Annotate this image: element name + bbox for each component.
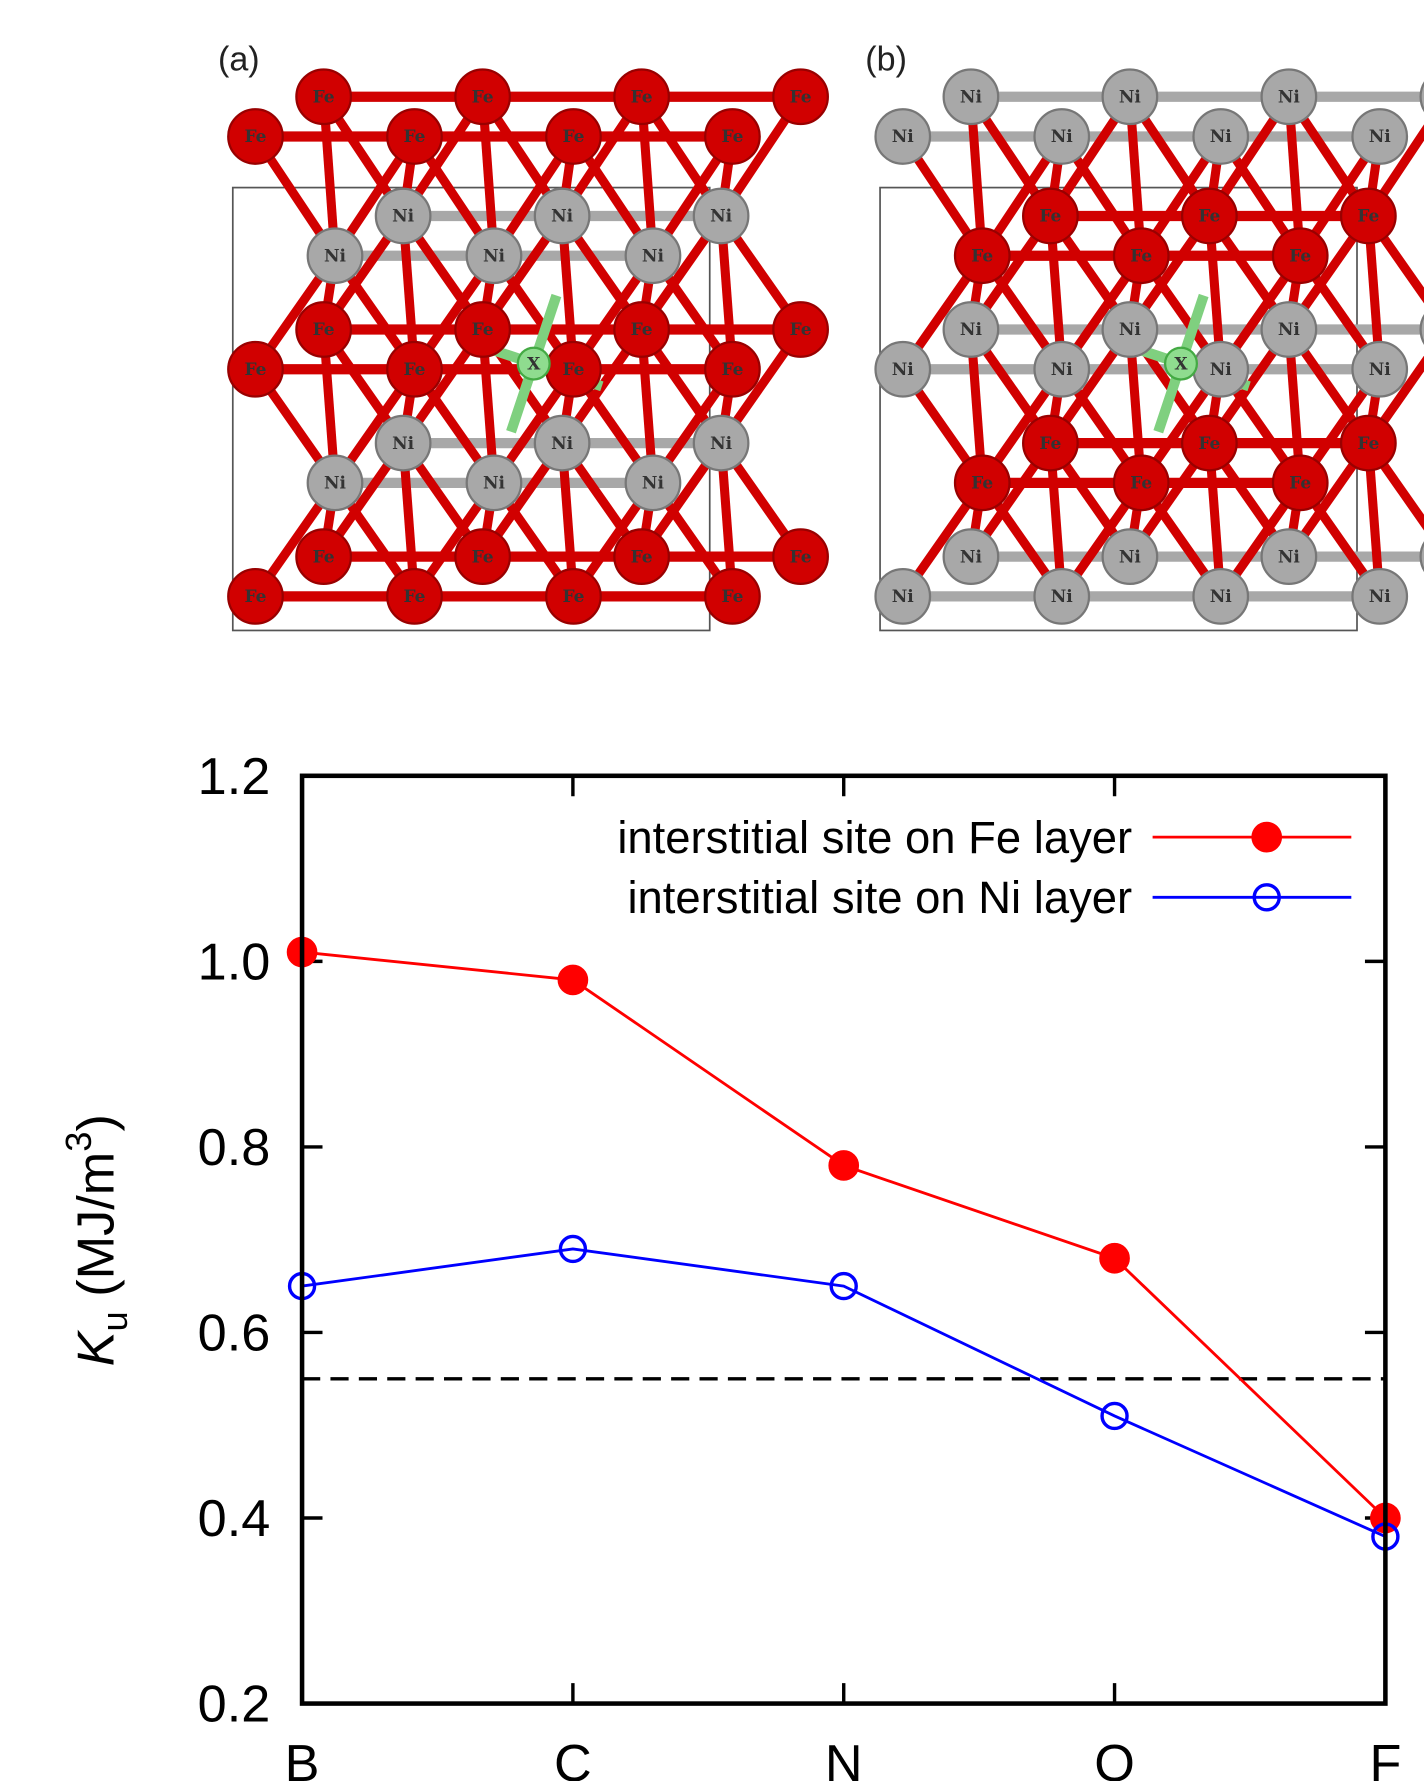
atom-label: Fe xyxy=(313,87,335,107)
atom-label: Fe xyxy=(562,360,584,380)
atom-label: Ni xyxy=(551,434,574,454)
data-point xyxy=(559,966,586,993)
atom-label: Ni xyxy=(1119,320,1142,340)
atom-label: Fe xyxy=(245,127,267,147)
atom-label: Ni xyxy=(892,587,915,607)
panel-label: (a) xyxy=(218,41,260,79)
x-tick-label: N xyxy=(825,1735,863,1781)
atom-label: Fe xyxy=(971,246,993,266)
atom-label: Fe xyxy=(1198,207,1220,227)
atom-label: Ni xyxy=(1051,587,1074,607)
legend-marker xyxy=(1253,824,1280,851)
atom-label: Ni xyxy=(551,207,574,227)
atom-label: Fe xyxy=(1289,246,1311,266)
x-tick-label: B xyxy=(285,1735,320,1781)
atom-label: Ni xyxy=(483,474,506,494)
data-point xyxy=(830,1152,857,1179)
atom-label: X xyxy=(527,354,541,374)
x-tick-label: C xyxy=(554,1735,592,1781)
atom-label: Ni xyxy=(483,246,506,266)
atom-label: Fe xyxy=(562,127,584,147)
y-axis-label-part: K xyxy=(68,1329,126,1366)
atom-label: Fe xyxy=(790,547,812,567)
atom-label: Fe xyxy=(790,87,812,107)
x-tick-label: O xyxy=(1094,1735,1135,1781)
y-axis-label-part: (MJ/m xyxy=(68,1152,126,1312)
panel-label: (b) xyxy=(865,41,907,79)
atom-label: Ni xyxy=(324,246,347,266)
atom-label: Ni xyxy=(1278,547,1301,567)
atom-label: Ni xyxy=(960,320,983,340)
atom-label: Ni xyxy=(1210,360,1233,380)
atom-label: Fe xyxy=(1198,434,1220,454)
legend-label: interstitial site on Ni layer xyxy=(627,872,1132,923)
atom-label: Fe xyxy=(1357,207,1379,227)
atom-label: Fe xyxy=(313,320,335,340)
y-tick-label: 1.0 xyxy=(198,934,271,992)
data-point xyxy=(1101,1245,1128,1272)
atom-label: Fe xyxy=(313,547,335,567)
atom-label: Fe xyxy=(971,474,993,494)
atom-label: Fe xyxy=(790,320,812,340)
atom-label: Fe xyxy=(1039,207,1061,227)
atom-label: Fe xyxy=(1130,246,1152,266)
atom-label: Fe xyxy=(721,587,743,607)
atom-label: Fe xyxy=(245,360,267,380)
atom-label: Fe xyxy=(1130,474,1152,494)
atom-label: Ni xyxy=(1369,127,1392,147)
atom-label: Fe xyxy=(403,127,425,147)
atom-label: Ni xyxy=(1051,360,1074,380)
figure: (a) Fe Fe Fe Fe Fe Fe Fe Fe Ni Ni Ni Ni Ni Ni Fe Fe Fe Fe F… xyxy=(0,0,1424,1781)
y-axis-label-part: ) xyxy=(68,1114,126,1131)
atom-label: Fe xyxy=(721,127,743,147)
atom-label: Ni xyxy=(892,127,915,147)
atom-label: Fe xyxy=(403,360,425,380)
atom-label: Ni xyxy=(1278,87,1301,107)
atom-label: Ni xyxy=(710,207,733,227)
atom-label: Ni xyxy=(1278,320,1301,340)
atom-label: Fe xyxy=(562,587,584,607)
atom-label: Fe xyxy=(472,87,494,107)
y-tick-label: 0.4 xyxy=(198,1490,271,1548)
atom-label: Ni xyxy=(1210,587,1233,607)
atom-label: Fe xyxy=(631,320,653,340)
atom-label: Fe xyxy=(403,587,425,607)
atom-label: Ni xyxy=(1369,587,1392,607)
atom-label: Ni xyxy=(960,87,983,107)
atom-label: Ni xyxy=(710,434,733,454)
atom-label: Fe xyxy=(1039,434,1061,454)
atom-label: Ni xyxy=(1210,127,1233,147)
y-axis-label-part: u xyxy=(94,1311,135,1331)
y-tick-label: 0.6 xyxy=(198,1305,271,1363)
atom-label: Ni xyxy=(1119,87,1142,107)
atom-label: Fe xyxy=(1357,434,1379,454)
atom-label: Ni xyxy=(1119,547,1142,567)
y-tick-label: 0.2 xyxy=(198,1676,271,1734)
atom-label: Ni xyxy=(892,360,915,380)
atom-label: Fe xyxy=(631,547,653,567)
atom-label: Ni xyxy=(392,434,415,454)
x-tick-label: F xyxy=(1369,1735,1401,1781)
atom-label: Ni xyxy=(642,246,665,266)
atom-label: Fe xyxy=(631,87,653,107)
y-tick-label: 0.8 xyxy=(198,1119,271,1177)
atom-label: Ni xyxy=(642,474,665,494)
atom-label: Fe xyxy=(721,360,743,380)
legend-label: interstitial site on Fe layer xyxy=(617,812,1132,863)
atom-label: Fe xyxy=(245,587,267,607)
atom-label: X xyxy=(1174,354,1188,374)
atom-label: Fe xyxy=(1289,474,1311,494)
atom-label: Ni xyxy=(1369,360,1392,380)
atom-label: Ni xyxy=(324,474,347,494)
atom-label: Ni xyxy=(960,547,983,567)
atom-label: Fe xyxy=(472,547,494,567)
y-axis-label-part: 3 xyxy=(58,1132,99,1152)
atom-label: Fe xyxy=(472,320,494,340)
y-tick-label: 1.2 xyxy=(198,748,271,806)
atom-label: Ni xyxy=(1051,127,1074,147)
atom-label: Ni xyxy=(392,207,415,227)
